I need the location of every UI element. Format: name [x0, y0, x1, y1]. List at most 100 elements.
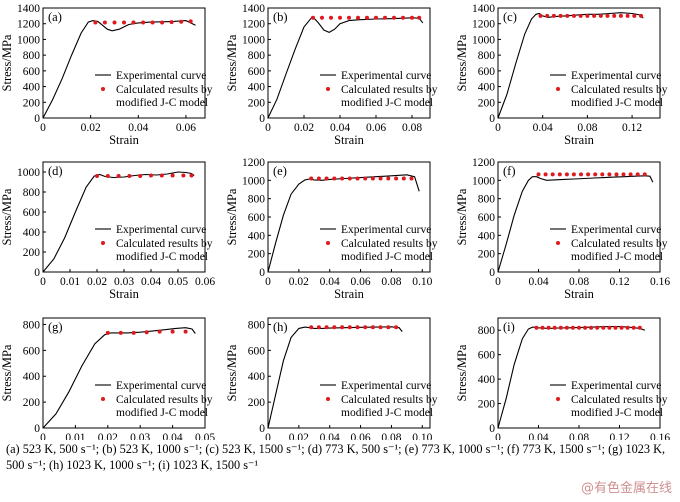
- figure-caption: (a) 523 K, 500 s⁻¹; (b) 523 K, 1000 s⁻¹;…: [6, 442, 666, 472]
- calculated-point: [169, 20, 174, 25]
- legend-label-calculated-2: modified J-C model: [571, 407, 663, 419]
- y-tick-label: 800: [478, 50, 496, 62]
- x-tick-label: 0.04: [141, 276, 161, 288]
- y-tick-label: 400: [478, 374, 496, 386]
- calculated-point: [347, 15, 351, 20]
- chart-panel-e: 0 200 400 600 800 1000 1200 0 0.02 0.04 0.06 0.08 0.…: [225, 157, 438, 301]
- y-axis-label: Stress/MPa: [455, 344, 469, 401]
- calculated-point: [585, 13, 590, 18]
- x-tick-label: 0.04: [128, 122, 148, 134]
- calculated-point: [534, 325, 539, 330]
- x-tick-label: 0.06: [176, 122, 196, 134]
- calculated-point: [112, 20, 117, 25]
- x-tick-label: 0.12: [622, 122, 642, 134]
- calculated-point: [565, 13, 570, 18]
- calculated-point: [316, 325, 321, 330]
- x-tick-label: 0.08: [381, 276, 401, 288]
- calculated-point: [329, 15, 333, 20]
- calculated-point: [378, 325, 383, 330]
- calculated-point: [392, 15, 396, 20]
- x-tick-label: 0: [495, 276, 501, 288]
- calculated-point: [619, 325, 624, 330]
- legend-label-calculated-2: modified J-C model: [341, 97, 433, 109]
- legend-label-calculated: Calculated results by: [341, 84, 438, 96]
- y-tick-label: 600: [478, 66, 496, 78]
- legend-label-experimental: Experimental curve: [116, 224, 206, 236]
- y-tick-label: 200: [23, 247, 41, 259]
- chart-panel-d: 0 200 400 600 800 1000 0 0.01 0.02 0.03 0.04 0.05 0.…: [0, 161, 215, 301]
- x-tick-label: 0: [265, 122, 271, 134]
- calculated-point: [332, 176, 337, 181]
- panel-label: (h): [273, 320, 288, 334]
- x-tick-label: 0.08: [577, 122, 597, 134]
- y-tick-label: 1000: [242, 175, 265, 187]
- chart-panel-a: 0 200 400 600 800 1000 1200 1400 0 0.02 0.04 0.06 St…: [0, 3, 213, 147]
- x-tick-label: 0.04: [528, 432, 548, 440]
- chart-panel-f: 0 200 400 600 800 1000 1200 0 0.04 0.08 0.12 0.16 St…: [455, 157, 670, 301]
- y-tick-label: 1400: [17, 3, 40, 15]
- calculated-point: [600, 172, 605, 177]
- x-tick-label: 0.10: [412, 276, 432, 288]
- y-tick-label: 0: [259, 113, 265, 125]
- legend-label-experimental: Experimental curve: [341, 380, 431, 392]
- y-tick-label: 1400: [242, 3, 265, 15]
- calculated-point: [558, 13, 563, 18]
- legend-label-calculated: Calculated results by: [116, 84, 213, 96]
- calculated-point: [545, 13, 550, 18]
- calculated-point: [311, 15, 315, 20]
- y-tick-label: 600: [23, 207, 41, 219]
- panel-label: (c): [503, 10, 517, 24]
- y-tick-label: 1000: [472, 34, 495, 46]
- x-axis-label: Strain: [109, 287, 140, 301]
- x-tick-label: 0.04: [320, 432, 340, 440]
- calculated-point: [625, 325, 630, 330]
- chart-panel-i: 020040060080000.040.080.120.16StrainStre…: [455, 317, 670, 440]
- calculated-point: [586, 172, 591, 177]
- calculated-point: [105, 174, 110, 178]
- y-axis-label: Stress/MPa: [225, 188, 239, 245]
- legend-label-calculated-2: modified J-C model: [571, 251, 663, 263]
- y-tick-label: 400: [248, 371, 266, 383]
- x-tick-label: 0.04: [528, 276, 548, 288]
- x-tick-label: 0.10: [412, 432, 432, 440]
- calculated-point: [546, 325, 551, 330]
- y-tick-label: 1400: [472, 3, 495, 15]
- experimental-curve: [267, 174, 420, 273]
- y-tick-label: 800: [248, 319, 266, 331]
- x-tick-label: 0.03: [114, 276, 134, 288]
- legend-label-experimental: Experimental curve: [571, 380, 661, 392]
- calculated-point: [374, 15, 378, 20]
- x-tick-label: 0: [495, 432, 501, 440]
- calculated-point: [401, 176, 406, 181]
- legend-label-calculated: Calculated results by: [571, 238, 668, 250]
- x-tick-label: 0.01: [60, 276, 80, 288]
- panel-label: (a): [48, 10, 62, 24]
- y-tick-label: 200: [23, 97, 41, 109]
- legend-label-calculated-2: modified J-C model: [341, 251, 433, 263]
- legend-label-calculated-2: modified J-C model: [571, 97, 663, 109]
- legend-dot-marker: [556, 87, 560, 91]
- y-axis-label: Stress/MPa: [225, 344, 239, 401]
- calculated-point: [628, 172, 633, 177]
- legend-label-experimental: Experimental curve: [341, 70, 431, 82]
- legend-dot-marker: [326, 397, 330, 401]
- y-axis-label: Stress/MPa: [225, 34, 239, 91]
- calculated-point: [635, 172, 640, 177]
- calculated-point: [409, 176, 414, 181]
- calculated-point: [613, 325, 618, 330]
- legend-label-experimental: Experimental curve: [341, 224, 431, 236]
- legend-label-calculated: Calculated results by: [571, 394, 668, 406]
- x-tick-label: 0.01: [65, 432, 85, 440]
- calculated-point: [179, 19, 184, 24]
- y-tick-label: 1000: [17, 167, 40, 179]
- calculated-point: [577, 325, 581, 330]
- y-tick-label: 800: [248, 194, 266, 206]
- y-tick-label: 800: [23, 50, 41, 62]
- y-tick-label: 600: [248, 212, 266, 224]
- calculated-point: [605, 13, 610, 18]
- x-tick-label: 0: [40, 122, 46, 134]
- legend-dot-marker: [326, 87, 330, 91]
- y-tick-label: 800: [478, 325, 496, 337]
- calculated-point: [189, 173, 194, 178]
- y-tick-label: 200: [23, 397, 41, 409]
